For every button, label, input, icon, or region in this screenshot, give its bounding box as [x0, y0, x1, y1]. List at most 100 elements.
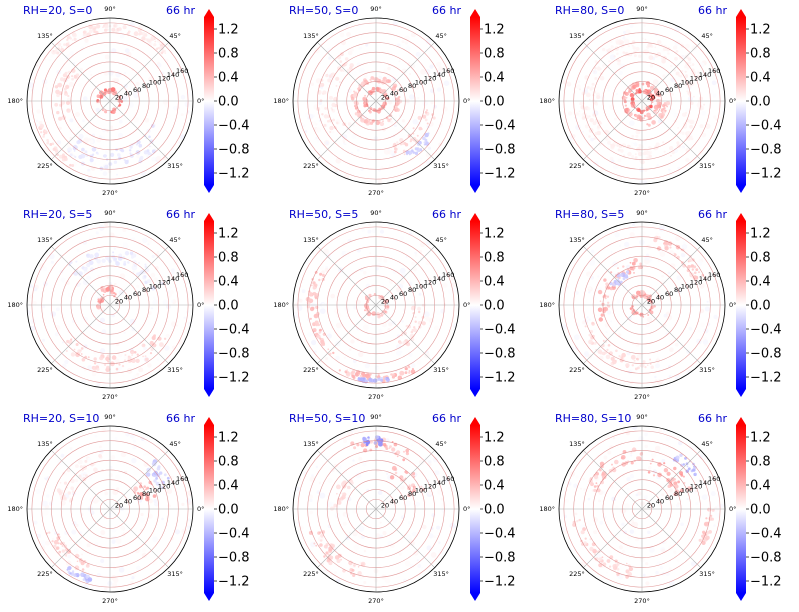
field-cell: [113, 566, 116, 570]
field-cell: [87, 577, 93, 582]
field-cell: [702, 339, 709, 345]
field-cell: [674, 484, 679, 489]
field-cell: [402, 149, 406, 153]
colorbar-tick-label: −0.4: [750, 323, 782, 338]
colorbar: [736, 221, 746, 389]
field-cell: [111, 527, 117, 533]
polar-frame: [558, 221, 726, 389]
field-cell: [341, 241, 347, 247]
field-cell: [710, 90, 714, 94]
field-cell: [686, 465, 689, 468]
field-cell: [174, 472, 179, 477]
field-cell: [82, 365, 86, 370]
field-cell: [89, 254, 94, 259]
field-cell: [666, 82, 669, 86]
field-cell: [587, 354, 593, 359]
field-cell: [334, 555, 340, 560]
field-cell: [322, 332, 326, 336]
field-cell: [128, 30, 131, 33]
field-cell: [636, 290, 641, 296]
field-cell: [401, 320, 404, 323]
field-cell: [680, 522, 684, 527]
field-cell: [438, 142, 442, 147]
field-cell: [162, 299, 169, 305]
field-cell: [115, 474, 121, 481]
field-cell: [626, 270, 629, 273]
field-cell: [409, 94, 415, 100]
field-cell: [401, 40, 405, 44]
field-cell: [137, 492, 140, 495]
field-cell: [75, 352, 80, 358]
field-cell: [80, 161, 85, 166]
field-cell: [585, 133, 589, 136]
field-cell: [29, 118, 32, 122]
field-cell: [713, 524, 716, 527]
field-cell: [661, 274, 664, 278]
radial-tick-label: 40: [656, 294, 664, 302]
field-cell: [409, 140, 412, 143]
angle-tick-label: 0°: [463, 97, 470, 105]
field-cell: [63, 497, 66, 500]
field-cell: [357, 571, 362, 576]
field-cell: [416, 134, 419, 137]
angle-tick-label: 225°: [569, 570, 585, 578]
angular-gridline: [375, 304, 435, 364]
field-cell: [403, 572, 406, 575]
field-cell: [365, 439, 370, 445]
angle-tick-label: 90°: [636, 413, 648, 421]
field-cell: [593, 474, 599, 480]
colorbar-extend-min: [204, 185, 214, 193]
field-cell: [153, 38, 156, 40]
field-cell: [105, 286, 110, 292]
field-cell: [647, 42, 652, 48]
colorbar-extend-min: [470, 389, 480, 397]
colorbar-extend-min: [736, 389, 746, 397]
field-cell: [594, 77, 598, 80]
field-cell: [63, 481, 68, 485]
field-cell: [109, 286, 113, 290]
field-cell: [427, 132, 430, 135]
field-cell: [674, 342, 679, 347]
field-cell: [666, 516, 670, 520]
field-cell: [336, 121, 339, 125]
field-cell: [425, 260, 431, 266]
radial-tick-label: 140: [167, 479, 179, 487]
colorbar-tick-label: 1.2: [750, 431, 771, 446]
angle-tick-label: 225°: [303, 366, 319, 374]
field-cell: [681, 131, 685, 135]
field-cell: [65, 489, 69, 493]
field-cell: [370, 76, 375, 80]
field-cell: [446, 135, 450, 139]
field-cell: [450, 276, 455, 281]
field-cell: [356, 443, 360, 447]
field-cell: [140, 512, 144, 517]
field-cell: [657, 93, 661, 97]
field-cell: [82, 30, 86, 34]
field-cell: [419, 451, 424, 456]
field-cell: [696, 338, 702, 345]
field-cell: [67, 94, 70, 98]
field-cell: [146, 486, 150, 490]
field-cell: [653, 238, 658, 243]
field-cell: [581, 91, 586, 96]
field-cell: [602, 562, 607, 567]
field-cell: [382, 443, 387, 447]
field-cell: [98, 249, 101, 252]
field-cell: [361, 228, 365, 232]
field-cell: [67, 566, 72, 571]
field-cell: [352, 573, 356, 577]
radial-tick-label: 40: [124, 294, 132, 302]
field-cell: [591, 521, 595, 525]
field-cell: [121, 334, 128, 341]
field-cell: [309, 539, 312, 543]
field-cell: [604, 136, 609, 141]
field-cell: [634, 462, 638, 465]
field-cell: [149, 340, 154, 346]
angle-tick-label: 135°: [569, 236, 585, 244]
field-cell: [591, 321, 595, 325]
field-cell: [679, 453, 683, 457]
field-cell: [351, 568, 355, 572]
field-cell: [652, 469, 657, 474]
field-cell: [74, 155, 77, 158]
field-cell: [649, 462, 652, 465]
